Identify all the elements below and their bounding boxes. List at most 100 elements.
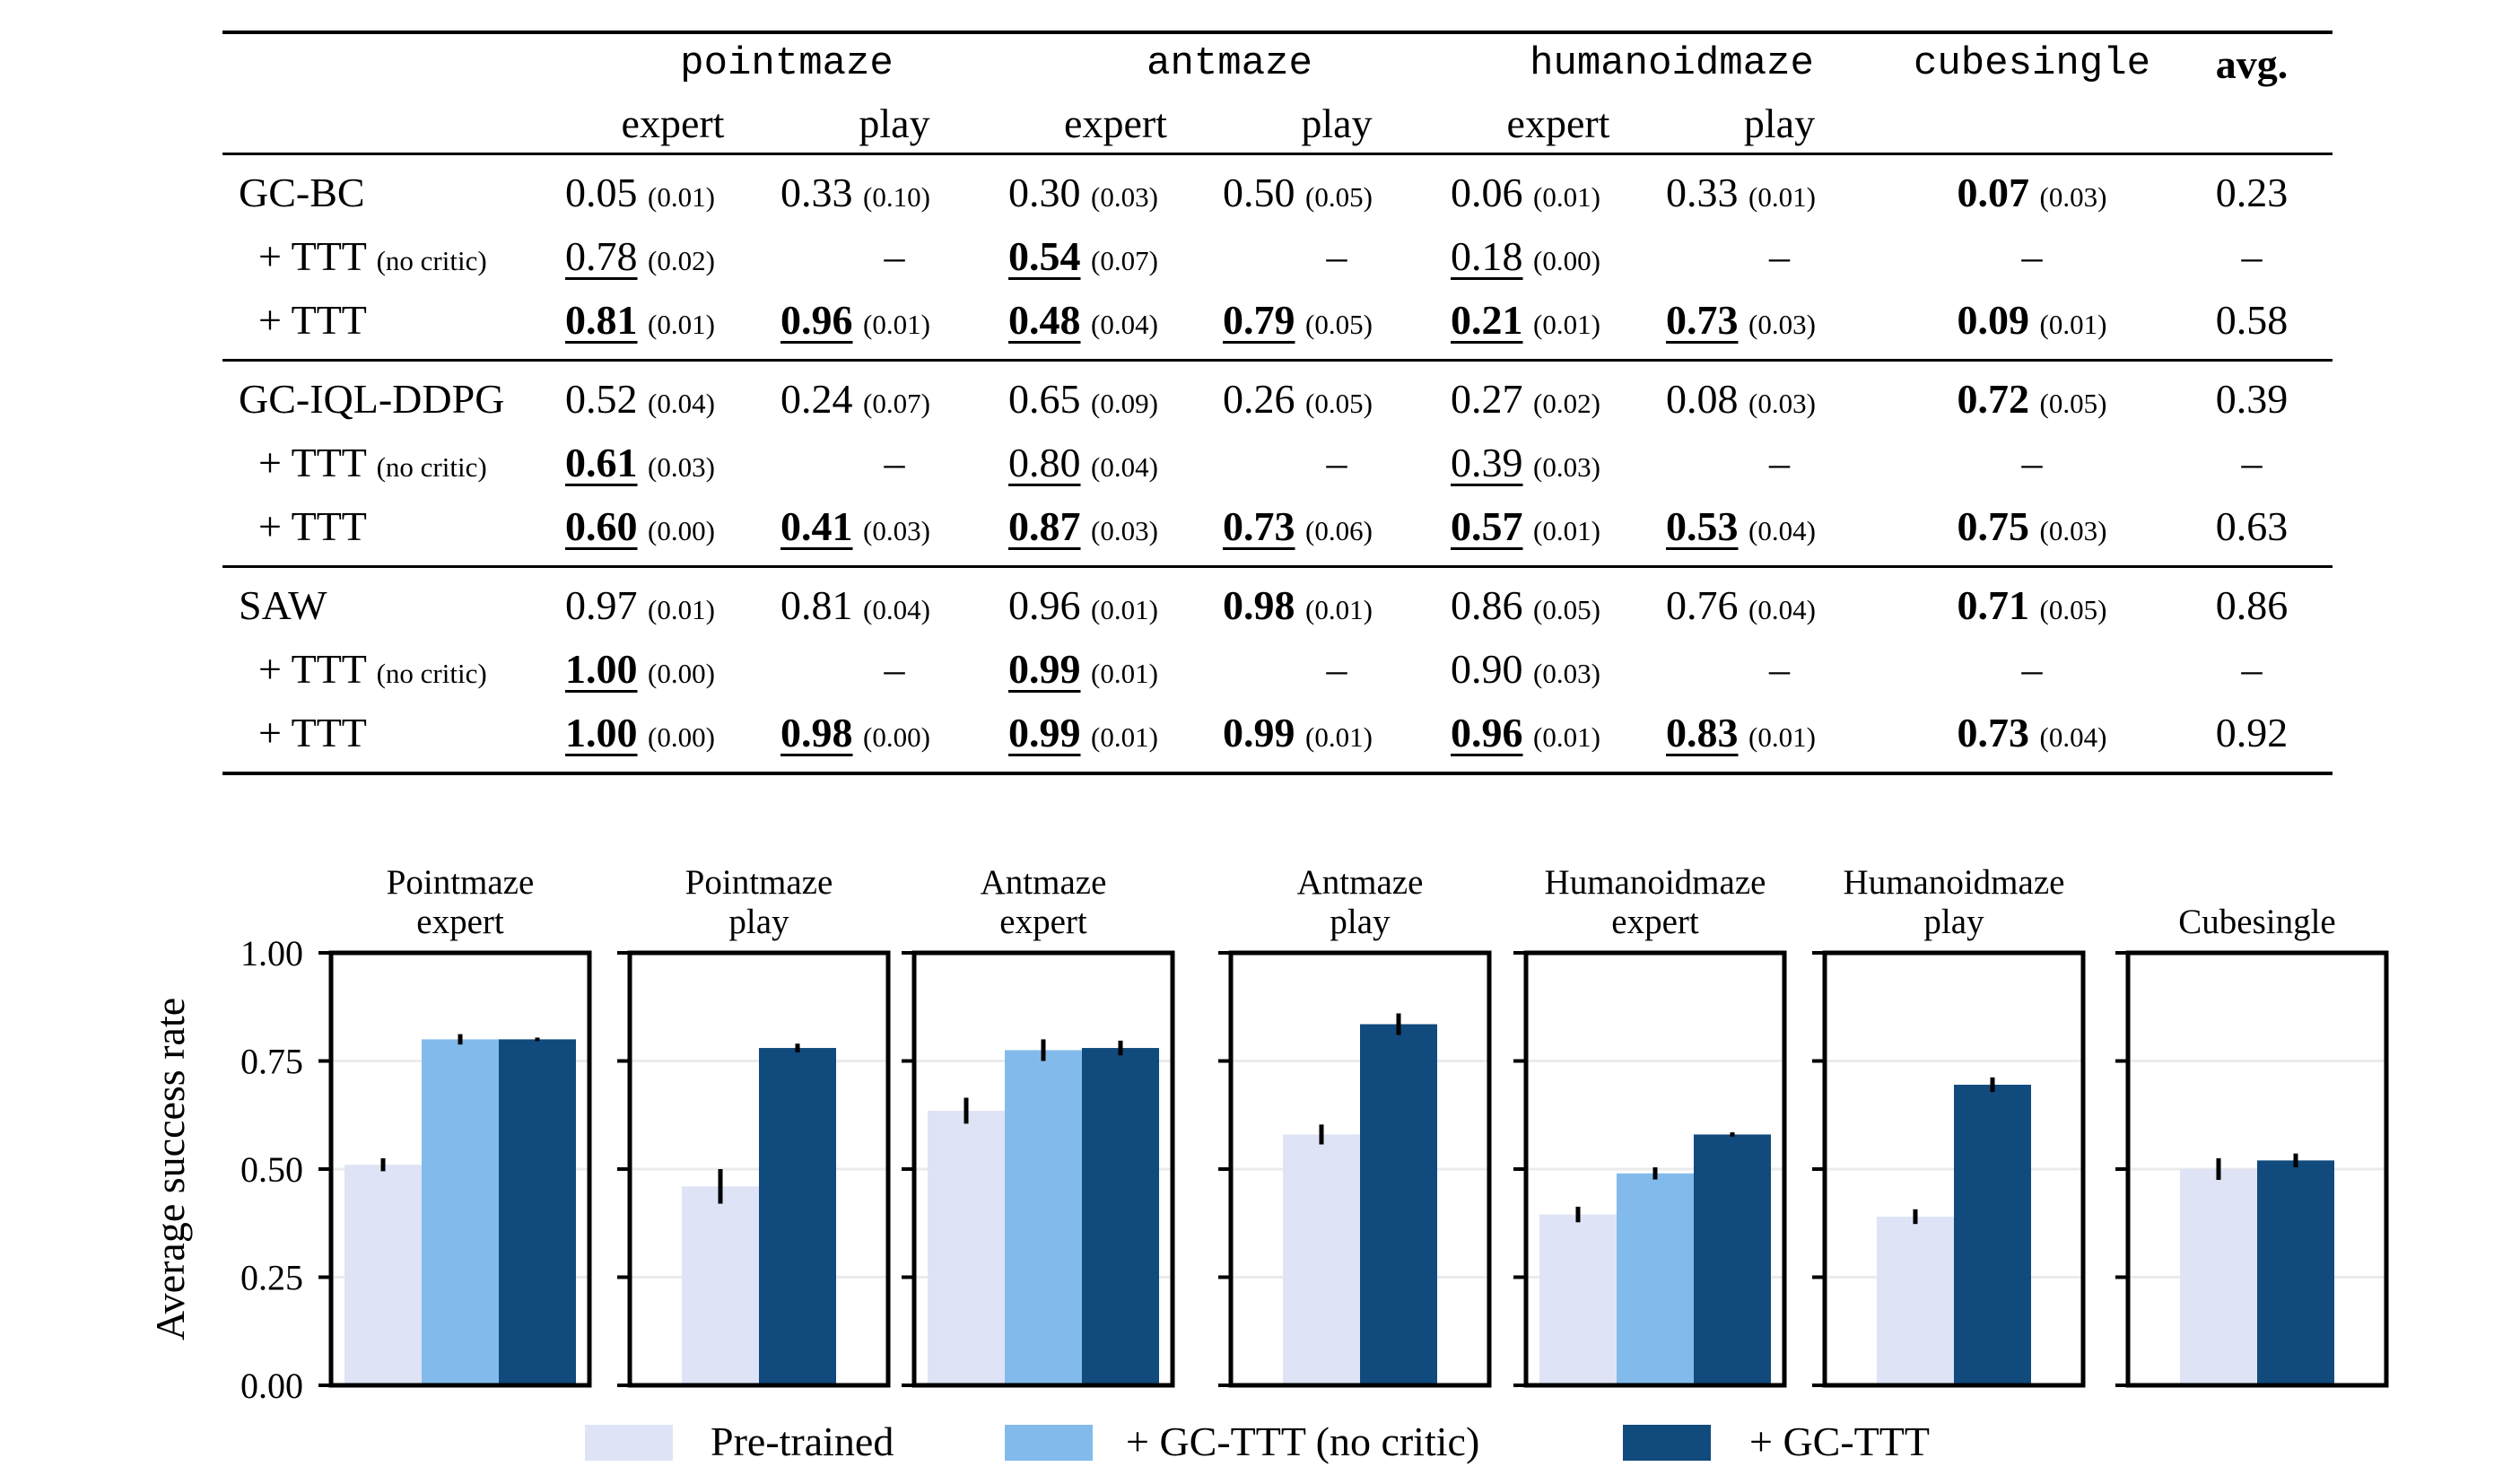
cell-stderr: (0.04) <box>648 388 715 419</box>
method-label: + TTT <box>222 296 565 344</box>
cell-stderr: (0.01) <box>1533 515 1600 546</box>
bar-series-1 <box>422 1039 499 1385</box>
table-cell: 0.60 (0.00) <box>565 502 780 550</box>
cell-stderr: (0.01) <box>1748 721 1816 753</box>
table-cell: 0.30 (0.03) <box>1008 169 1223 216</box>
cell-value: 0.39 <box>1451 440 1523 485</box>
cell-stderr: (0.01) <box>1533 309 1600 340</box>
table-cell: 0.54 (0.07) <box>1008 232 1223 280</box>
subheader-expert: expert <box>1064 100 1167 146</box>
table-row: + TTT 0.81 (0.01) 0.96 (0.01) 0.48 (0.04) 0.… <box>222 288 2333 352</box>
method-note: (no critic) <box>376 451 487 483</box>
cell-stderr: (0.05) <box>1305 181 1373 213</box>
method-name: + TTT <box>258 440 367 485</box>
cell-stderr: (0.10) <box>863 181 930 213</box>
avg-cell: 0.23 <box>2215 170 2289 215</box>
cell-stderr: (0.00) <box>648 658 715 689</box>
method-label: + TTT (no critic) <box>222 439 565 486</box>
avg-cell: 0.86 <box>2215 582 2289 628</box>
cell-value: 0.09 <box>1957 297 2030 343</box>
cell-value: 0.73 <box>1223 503 1295 549</box>
table-cell: 0.98 (0.00) <box>780 709 1008 756</box>
panel-title: expert <box>999 903 1087 941</box>
bar-series-0 <box>1283 1134 1360 1385</box>
cell-value: 0.72 <box>1957 376 2030 422</box>
cell-stderr: (0.01) <box>2039 309 2107 340</box>
table-cell: 0.96 (0.01) <box>1008 581 1223 629</box>
bar-series-2 <box>759 1048 836 1385</box>
cell-stderr: (0.04) <box>2039 721 2107 753</box>
header-pointmaze: pointmaze <box>680 41 894 86</box>
cell-stderr: (0.01) <box>1091 721 1158 753</box>
table-cell: 0.76 (0.04) <box>1666 581 1893 629</box>
cell-stderr: (0.01) <box>648 181 715 213</box>
table-row: + TTT (no critic) 0.61 (0.03) –0.80 (0.04)… <box>222 431 2333 494</box>
bar-series-2 <box>1082 1048 1159 1385</box>
cell-stderr: (0.00) <box>648 515 715 546</box>
cell-value: 0.53 <box>1666 503 1739 549</box>
bar-series-0 <box>682 1186 759 1385</box>
bar-series-1 <box>1617 1173 1694 1385</box>
table-cell: 0.07 (0.03) <box>1893 169 2171 216</box>
cell-stderr: (0.05) <box>1305 388 1373 419</box>
legend-swatch <box>1005 1425 1093 1461</box>
table-row: + TTT (no critic) 1.00 (0.00) –0.99 (0.01)… <box>222 637 2333 701</box>
cell-value: 0.57 <box>1451 503 1523 549</box>
cell-value: – <box>1769 233 1790 279</box>
panel-title: Pointmaze <box>387 863 535 902</box>
legend-label: + GC-TTT <box>1749 1419 1930 1464</box>
cell-stderr: (0.01) <box>1091 594 1158 625</box>
cell-value: 0.98 <box>1223 582 1295 628</box>
cell-stderr: (0.00) <box>648 721 715 753</box>
cell-value: 0.73 <box>1666 297 1739 343</box>
cell-value: 0.76 <box>1666 582 1739 628</box>
cell-stderr: (0.01) <box>648 309 715 340</box>
cell-value: 0.30 <box>1008 170 1081 215</box>
y-tick-label: 0.25 <box>240 1258 303 1298</box>
cell-value: 0.87 <box>1008 503 1081 549</box>
cell-value: 0.83 <box>1666 710 1739 755</box>
legend: Pre-trained + GC-TTT (no critic) + GC-TTT <box>585 1419 1930 1464</box>
cell-value: 0.80 <box>1008 440 1081 485</box>
table-cell: 0.99 (0.01) <box>1223 709 1451 756</box>
table-cell: 0.24 (0.07) <box>780 375 1008 423</box>
cell-value: 0.18 <box>1451 233 1523 279</box>
method-name: + TTT <box>258 710 367 755</box>
bar-series-2 <box>1954 1085 2031 1385</box>
cell-stderr: (0.05) <box>1533 594 1600 625</box>
panel-title: play <box>1923 903 1984 941</box>
cell-value: 0.99 <box>1008 646 1081 692</box>
cell-stderr: (0.03) <box>648 451 715 483</box>
table-cell: 0.53 (0.04) <box>1666 502 1893 550</box>
table-row: SAW 0.97 (0.01) 0.81 (0.04) 0.96 (0.01) 0.98… <box>222 573 2333 637</box>
cell-value: 0.05 <box>565 170 638 215</box>
table-cell: 0.65 (0.09) <box>1008 375 1223 423</box>
method-name: SAW <box>239 582 327 628</box>
table-cell: 0.83 (0.01) <box>1666 709 1893 756</box>
table-cell: 0.27 (0.02) <box>1451 375 1666 423</box>
bar-series-0 <box>928 1110 1005 1385</box>
avg-cell: – <box>2241 440 2263 485</box>
table-cell: 0.81 (0.01) <box>565 296 780 344</box>
cell-value: 0.96 <box>780 297 853 343</box>
cell-stderr: (0.04) <box>1091 451 1158 483</box>
cell-stderr: (0.00) <box>863 721 930 753</box>
avg-cell: 0.39 <box>2215 376 2289 422</box>
bar-series-2 <box>2257 1160 2334 1385</box>
method-name: GC-BC <box>239 170 365 215</box>
table-body: GC-BC 0.05 (0.01) 0.33 (0.10) 0.30 (0.03) 0.… <box>222 153 2333 775</box>
table-cell: 0.87 (0.03) <box>1008 502 1223 550</box>
cell-stderr: (0.05) <box>2039 388 2107 419</box>
table-cell: – <box>1666 439 1893 486</box>
bar-series-0 <box>1877 1217 1954 1385</box>
method-name: + TTT <box>258 297 367 343</box>
panel-title: Antmaze <box>1297 863 1424 902</box>
table-cell: 0.72 (0.05) <box>1893 375 2171 423</box>
cell-value: – <box>1769 646 1790 692</box>
cell-stderr: (0.02) <box>648 245 715 276</box>
table-cell: – <box>780 439 1008 486</box>
table-cell: 0.73 (0.03) <box>1666 296 1893 344</box>
